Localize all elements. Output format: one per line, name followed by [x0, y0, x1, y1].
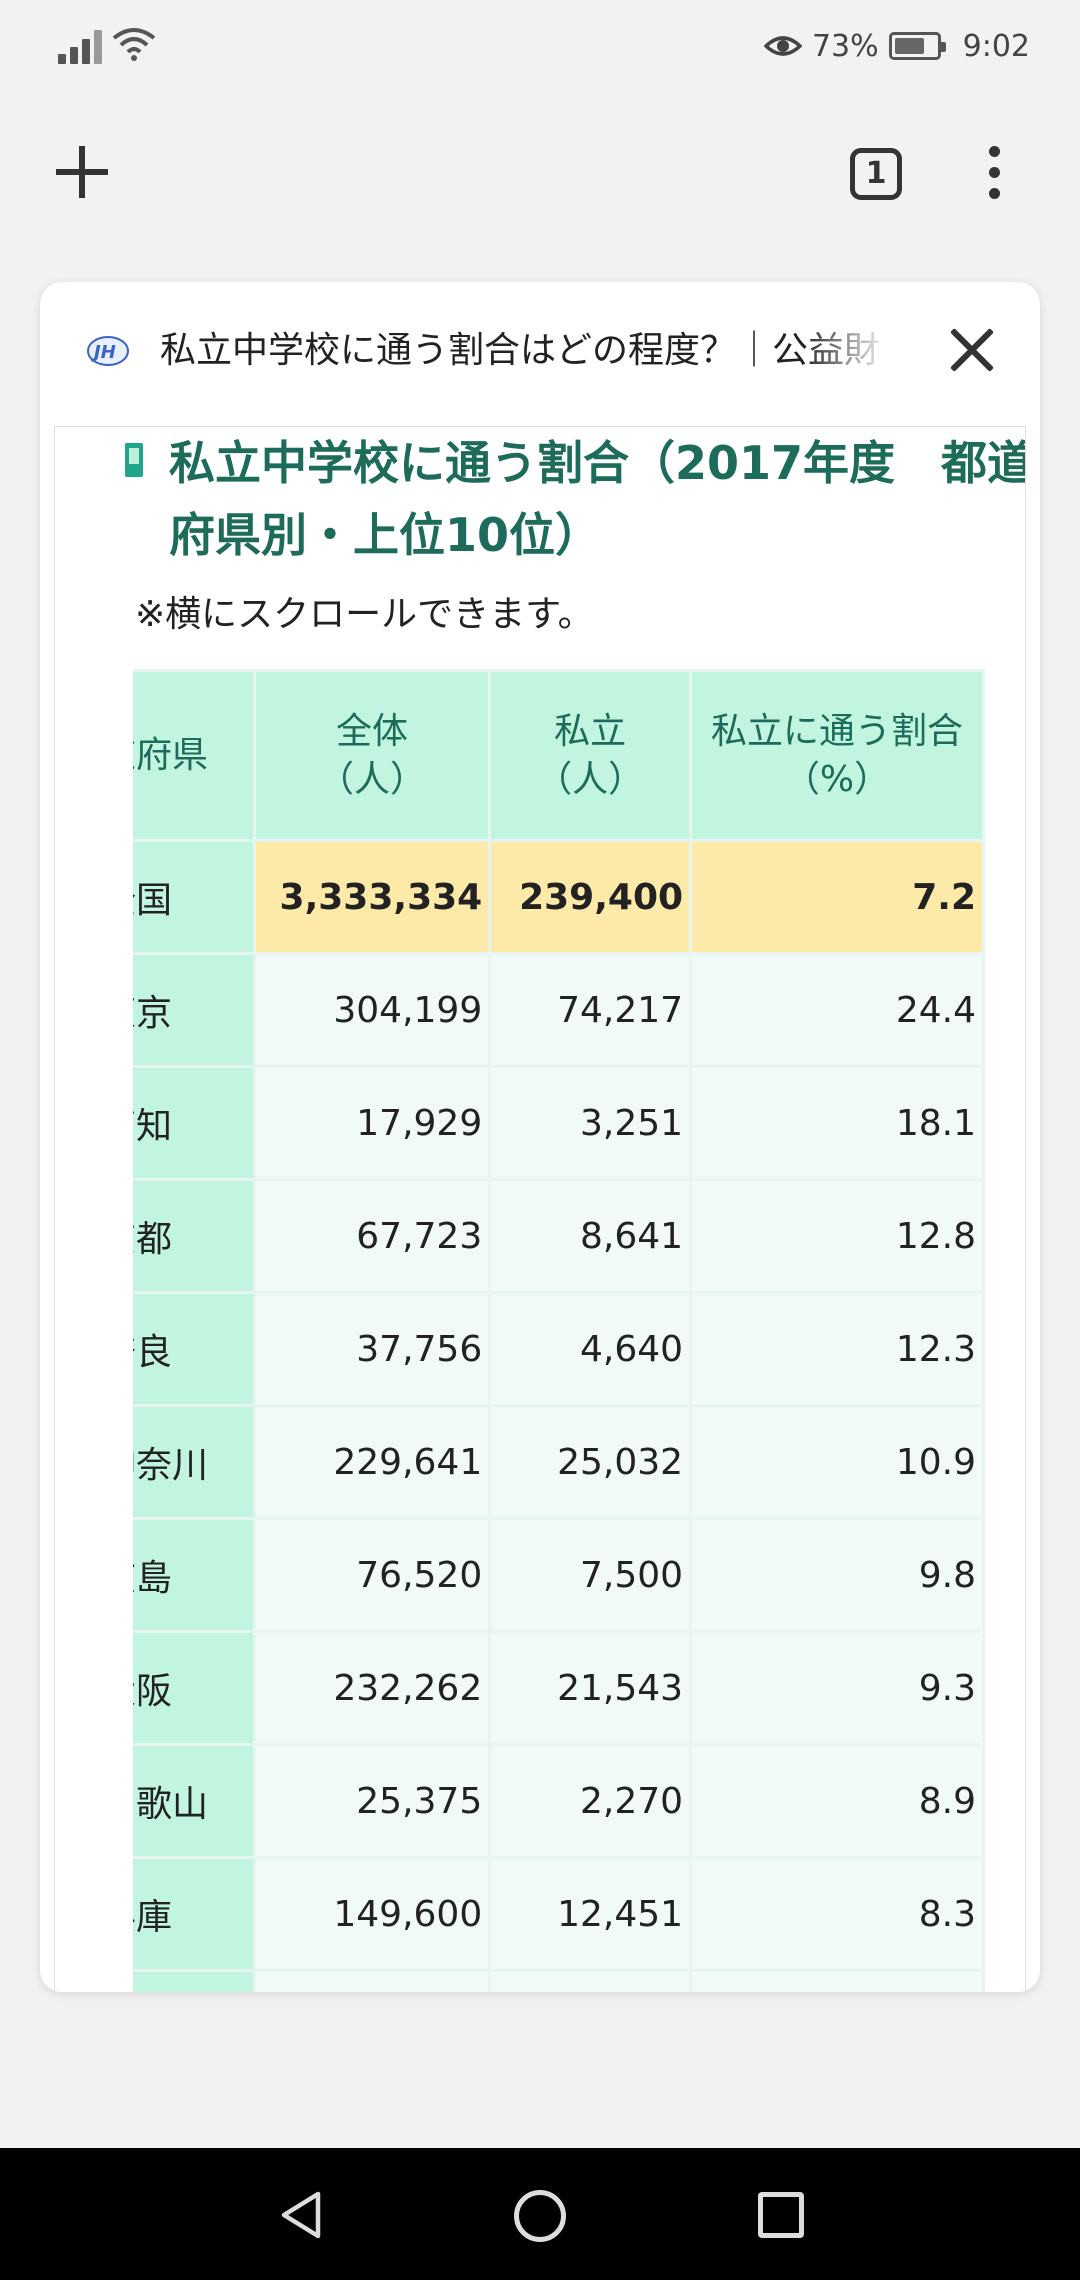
- cell-prefecture: 全国: [133, 839, 256, 955]
- cell-total: 37,756: [252, 1291, 492, 1407]
- cell-total: 304,199: [252, 952, 492, 1068]
- wifi-icon: [112, 28, 156, 61]
- cell-private: 239,400: [488, 839, 693, 955]
- header-prefecture: 道府県: [133, 669, 256, 842]
- heading-marker-icon: [125, 443, 143, 477]
- status-bar: 73% 9:02: [0, 0, 1080, 96]
- cell-private: 8,641: [488, 1178, 693, 1294]
- svg-text:JH: JH: [91, 342, 116, 363]
- table-header-row: 道府県 全体（人） 私立（人） 私立に通う割合（%）: [133, 669, 985, 842]
- cell-private: 21,543: [488, 1630, 693, 1746]
- cell-ratio: 24.4: [689, 952, 985, 1068]
- card-title[interactable]: 私立中学校に通う割合はどの程度？｜公益財: [160, 330, 881, 371]
- site-favicon-icon: JH: [87, 336, 129, 366]
- cell-ratio: 18.1: [689, 1065, 985, 1181]
- cell-ratio: [689, 1969, 985, 1992]
- cell-ratio: 10.9: [689, 1404, 985, 1520]
- cell-prefecture: 京都: [133, 1178, 256, 1294]
- cell-prefecture: 東京: [133, 952, 256, 1068]
- home-icon[interactable]: [514, 2190, 566, 2242]
- cell-total: 67,723: [252, 1178, 492, 1294]
- table-scroll-container[interactable]: 道府県 全体（人） 私立（人） 私立に通う割合（%） 全国3,333,33423…: [133, 669, 1025, 1992]
- cell-total: 25,375: [252, 1743, 492, 1859]
- cell-private: 7,500: [488, 1517, 693, 1633]
- system-nav-bar: [0, 2148, 1080, 2280]
- cell-ratio: 8.9: [689, 1743, 985, 1859]
- cell-prefecture: 広島: [133, 1517, 256, 1633]
- browser-toolbar: 1: [0, 96, 1080, 256]
- page-content: 私立中学校に通う割合（2017年度 都道府県別・上位10位） ※横にスクロールで…: [54, 426, 1026, 1992]
- heading-text: 私立中学校に通う割合（2017年度 都道府県別・上位10位）: [169, 436, 1026, 562]
- more-vert-icon[interactable]: [980, 146, 1010, 200]
- new-tab-plus-icon[interactable]: [56, 146, 108, 198]
- cell-ratio: 12.3: [689, 1291, 985, 1407]
- cell-total: 76,520: [252, 1517, 492, 1633]
- cell-private: 74,217: [488, 952, 693, 1068]
- cell-ratio: 9.8: [689, 1517, 985, 1633]
- page-preview-card: JH 私立中学校に通う割合はどの程度？｜公益財 私立中学校に通う割合（2017年…: [40, 282, 1040, 1992]
- cell-private: 4,640: [488, 1291, 693, 1407]
- back-icon[interactable]: [278, 2190, 324, 2240]
- cell-prefecture: [133, 1969, 256, 1992]
- cell-total: 3,333,334: [252, 839, 492, 955]
- cell-total: 232,262: [252, 1630, 492, 1746]
- cell-total: [252, 1969, 492, 1992]
- header-ratio: 私立に通う割合 （%）: [689, 669, 985, 842]
- cell-prefecture: 神奈川: [133, 1404, 256, 1520]
- tab-switcher-icon[interactable]: 1: [850, 148, 902, 200]
- clock-time: 9:02: [962, 28, 1030, 64]
- cell-private: 12,451: [488, 1856, 693, 1972]
- battery-percent: 73%: [811, 28, 879, 64]
- cell-ratio: 12.8: [689, 1178, 985, 1294]
- cell-prefecture: 大阪: [133, 1630, 256, 1746]
- cell-total: 149,600: [252, 1856, 492, 1972]
- cell-ratio: 7.2: [689, 839, 985, 955]
- table-row: [133, 1969, 985, 1992]
- battery-icon: [888, 32, 946, 60]
- cell-private: 25,032: [488, 1404, 693, 1520]
- cell-total: 229,641: [252, 1404, 492, 1520]
- cell-private: [488, 1969, 693, 1992]
- cell-ratio: 9.3: [689, 1630, 985, 1746]
- cell-private: 2,270: [488, 1743, 693, 1859]
- cell-private: 3,251: [488, 1065, 693, 1181]
- close-icon[interactable]: [948, 326, 996, 374]
- signal-icon: [58, 28, 104, 64]
- eye-icon: [763, 36, 802, 56]
- card-header: JH 私立中学校に通う割合はどの程度？｜公益財: [40, 282, 1040, 414]
- recents-icon[interactable]: [758, 2192, 804, 2238]
- ratio-table: 道府県 全体（人） 私立（人） 私立に通う割合（%） 全国3,333,33423…: [133, 669, 985, 1992]
- header-private: 私立 （人）: [488, 669, 693, 842]
- scroll-note: ※横にスクロールできます。: [135, 594, 594, 635]
- cell-prefecture: 高知: [133, 1065, 256, 1181]
- cell-prefecture: 奈良: [133, 1291, 256, 1407]
- cell-ratio: 8.3: [689, 1856, 985, 1972]
- cell-total: 17,929: [252, 1065, 492, 1181]
- cell-prefecture: 和歌山: [133, 1743, 256, 1859]
- cell-prefecture: 兵庫: [133, 1856, 256, 1972]
- header-total: 全体 （人）: [252, 669, 492, 842]
